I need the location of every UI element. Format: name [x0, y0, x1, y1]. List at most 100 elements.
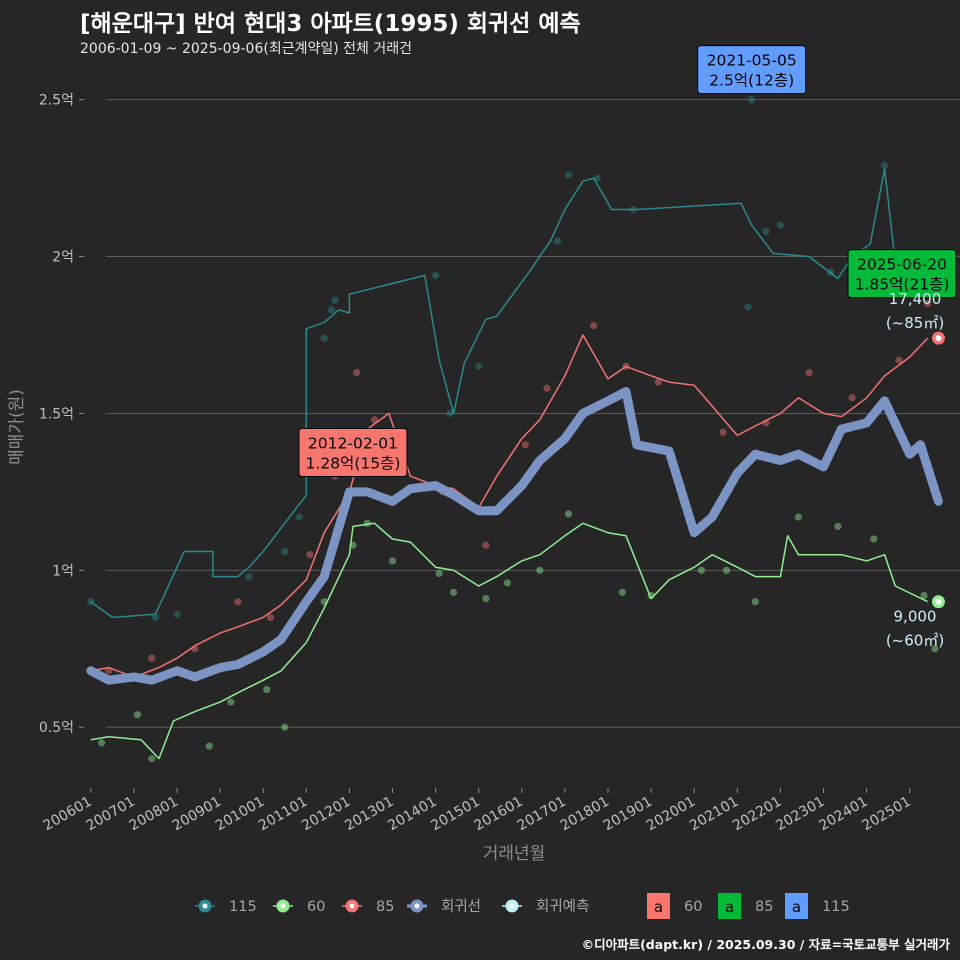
chart-subtitle: 2006-01-09 ~ 2025-09-06(최근계약일) 전체 거래건: [80, 41, 412, 57]
scatter-point-115: [431, 271, 440, 279]
scatter-point-115: [554, 237, 562, 245]
scatter-point-115: [281, 547, 289, 556]
scatter-point-85: [848, 394, 856, 402]
legend-box-glyph: a: [725, 898, 734, 916]
scatter-point-85: [370, 416, 379, 424]
scatter-point-85: [352, 369, 361, 377]
scatter-point-60: [482, 594, 490, 603]
x-tick-label: 201101: [256, 794, 310, 835]
legend-box-key: [647, 893, 670, 919]
scatter-points: [87, 96, 939, 763]
legend-box-label: 85: [755, 899, 773, 915]
annotation-price: 2.5억(12층): [709, 72, 794, 90]
legend-label: 60: [307, 899, 325, 915]
x-tick-label: 201901: [601, 794, 655, 835]
legend-box-label: 115: [822, 899, 850, 915]
scatter-point-85: [521, 441, 529, 449]
x-axis-ticks: 2006012007012008012009012010012011012012…: [40, 788, 914, 835]
legend-label: 115: [229, 899, 257, 915]
scatter-point-115: [475, 362, 483, 370]
scatter-point-85: [805, 369, 813, 377]
annotations: 2012-02-01 1.28억(15층) 2021-05-05 2.5억(12층) 2…: [298, 45, 957, 477]
scatter-point-85: [306, 551, 314, 559]
scatter-point-60: [281, 723, 289, 731]
x-tick-label: 202201: [730, 794, 784, 835]
scatter-point-60: [931, 645, 939, 653]
scatter-point-85: [482, 541, 490, 549]
scatter-point-60: [618, 588, 626, 596]
x-tick-label: 202301: [773, 794, 827, 835]
scatter-point-60: [133, 711, 142, 719]
y-tick-label: 2억: [52, 250, 74, 266]
scatter-point-115: [748, 96, 756, 104]
legend-dot-center: [414, 903, 420, 909]
x-tick-label: 201601: [472, 794, 526, 835]
legend-box-glyph: a: [792, 898, 801, 916]
scatter-point-60: [388, 557, 397, 565]
scatter-point-115: [151, 613, 160, 622]
scatter-point-60: [564, 510, 573, 518]
x-tick-label: 201201: [299, 794, 353, 835]
x-tick-label: 200901: [170, 794, 224, 835]
scatter-point-60: [697, 566, 705, 574]
y-tick-label: 2.5억: [39, 93, 74, 109]
scatter-point-85: [148, 654, 156, 662]
scatter-point-115: [776, 221, 785, 229]
y-axis-ticks: 0.5억 1억 1.5억 2억 2.5억: [39, 93, 84, 736]
x-axis-title: 거래년월: [483, 844, 546, 864]
y-tick-label: 0.5억: [39, 720, 74, 736]
annotation-price: 1.85억(21층): [855, 276, 950, 294]
forecast-end-dot-center: [935, 598, 942, 605]
scatter-point-115: [295, 513, 303, 521]
x-tick-label: 201701: [515, 794, 569, 835]
end-label-value: 9,000: [894, 608, 937, 626]
scatter-point-60: [834, 522, 842, 531]
series-lines: [90, 167, 929, 760]
scatter-point-85: [266, 613, 274, 622]
x-tick-label: 202101: [687, 794, 741, 835]
x-tick-label: 200701: [84, 794, 138, 835]
series-line-85: [90, 334, 929, 678]
x-tick-label: 202501: [859, 794, 913, 835]
scatter-point-85: [719, 428, 727, 436]
legend-dot-center: [349, 903, 355, 909]
scatter-point-115: [762, 227, 770, 236]
end-labels: 17,400 (~85㎡) 9,000 (~60㎡): [886, 290, 945, 650]
x-tick-label: 201301: [342, 794, 396, 835]
scatter-point-115: [320, 334, 328, 342]
x-tick-label: 200601: [40, 794, 94, 835]
scatter-point-115: [173, 610, 181, 618]
scatter-point-60: [920, 591, 928, 600]
x-tick-label: 202401: [816, 794, 870, 835]
annotation-price: 1.28억(15층): [306, 454, 401, 472]
regression-line-group: [86, 387, 943, 685]
scatter-point-85: [654, 378, 662, 386]
credit-text: ©디아파트(dapt.kr) / 2025.09.30 / 자료=국토교통부 실…: [581, 937, 950, 952]
scatter-point-60: [227, 698, 235, 706]
scatter-point-60: [263, 685, 271, 694]
annotation-box: [847, 249, 957, 299]
end-label-area: (~60㎡): [886, 632, 944, 650]
y-axis-title: 매매가(원): [7, 389, 27, 465]
annotation-date: 2021-05-05: [707, 52, 797, 70]
scatter-point-60: [794, 513, 802, 521]
scatter-point-115: [564, 171, 573, 179]
scatter-point-60: [870, 535, 878, 543]
x-tick-label: 202001: [644, 794, 698, 835]
scatter-point-85: [895, 356, 903, 364]
legend-dot-center: [280, 903, 286, 909]
scatter-point-60: [148, 755, 156, 763]
scatter-point-115: [446, 409, 454, 418]
series-line-60: [90, 522, 929, 760]
legend-label: 회귀선: [441, 898, 481, 915]
annotation-box: [697, 45, 807, 95]
annotation-date: 2025-06-20: [857, 256, 947, 274]
scatter-point-115: [331, 296, 339, 305]
scatter-point-85: [543, 384, 551, 392]
scatter-point-115: [744, 303, 752, 311]
end-label-area: (~85㎡): [886, 314, 944, 332]
series-line-115: [90, 167, 910, 619]
scatter-point-115: [880, 161, 889, 170]
legend-box-glyph: a: [654, 898, 663, 916]
